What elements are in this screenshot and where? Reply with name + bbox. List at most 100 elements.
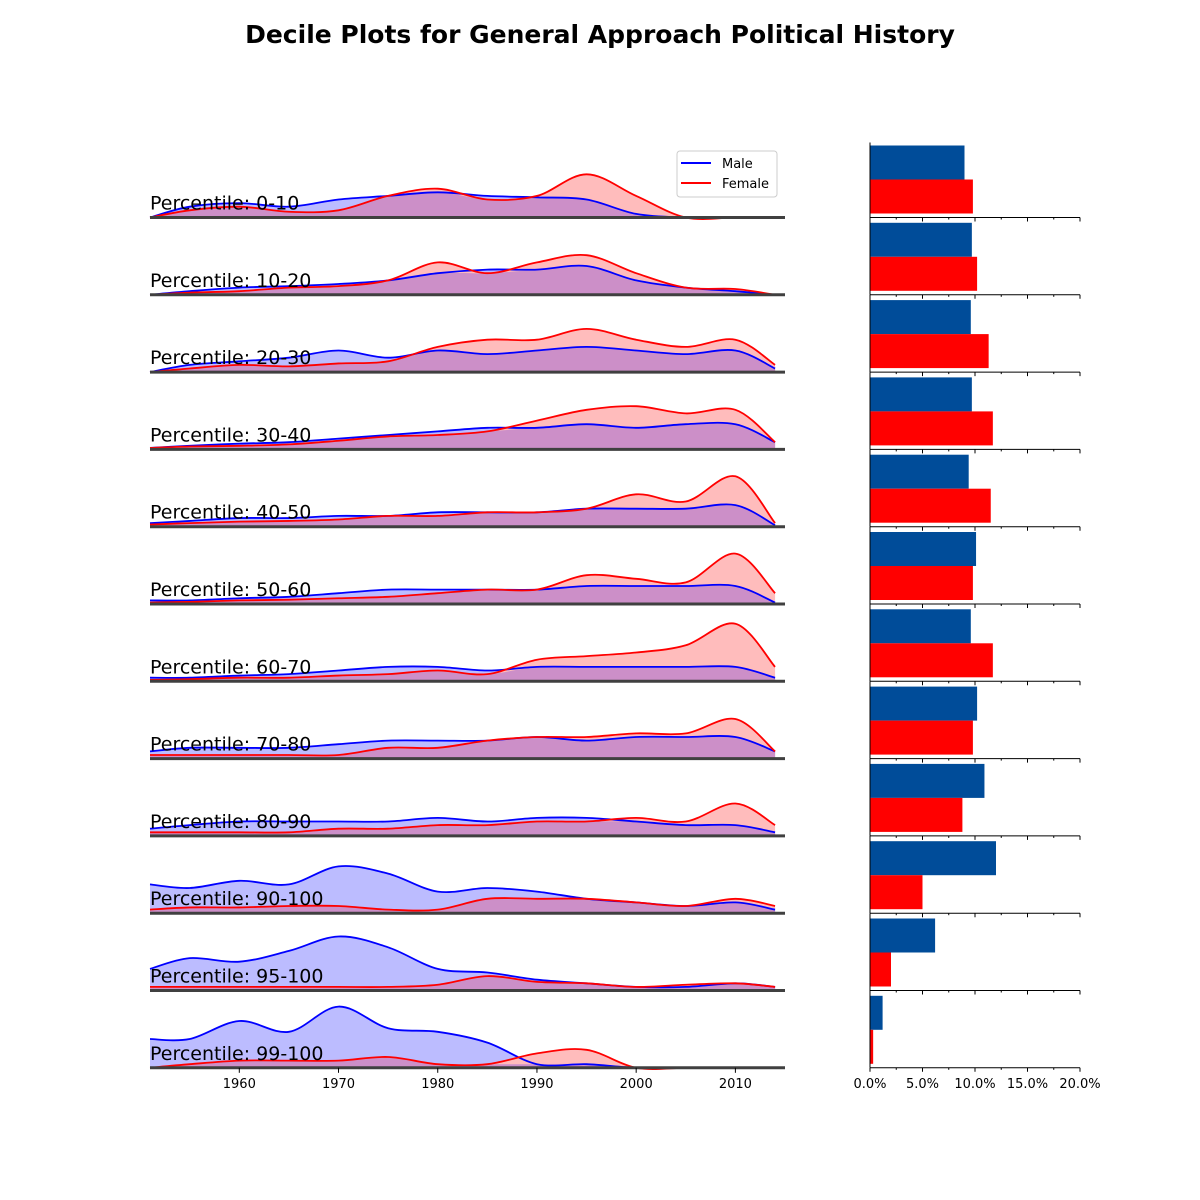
male-share-bar xyxy=(870,300,971,335)
row-label: Percentile: 0-10 xyxy=(150,193,299,215)
share-bar-pair xyxy=(869,297,1081,377)
share-tick-label: 0.0% xyxy=(853,1077,886,1092)
density-row: Percentile: 99-100 xyxy=(149,1005,785,1071)
density-row: Percentile: 20-30 xyxy=(149,327,785,374)
female-density-line xyxy=(149,475,776,526)
male-density-line xyxy=(149,583,776,604)
female-share-bar xyxy=(870,256,978,291)
legend: Male Female xyxy=(676,150,778,198)
male-area xyxy=(150,936,776,991)
female-share-bar xyxy=(870,643,993,678)
male-area xyxy=(150,1006,776,1069)
male-density-line xyxy=(149,935,776,989)
row-label: Percentile: 60-70 xyxy=(150,656,311,678)
density-row: Percentile: 10-20 xyxy=(149,253,785,297)
row-label: Percentile: 95-100 xyxy=(150,966,323,988)
male-share-bar xyxy=(870,763,985,798)
share-tick-label: 5.0% xyxy=(906,1077,939,1092)
share-bar-pair xyxy=(869,760,1081,840)
male-share-bar xyxy=(870,609,971,644)
share-bar-pair xyxy=(869,142,1081,222)
row-label: Percentile: 70-80 xyxy=(150,734,311,756)
share-bar-pair xyxy=(869,219,1081,299)
female-density-line xyxy=(149,897,776,912)
density-row: Percentile: 60-70 xyxy=(149,622,785,683)
row-label: Percentile: 99-100 xyxy=(150,1043,323,1065)
row-label: Percentile: 50-60 xyxy=(150,579,311,601)
legend-female-label: Female xyxy=(722,177,769,192)
female-density-line xyxy=(149,622,776,681)
female-share-bar xyxy=(870,488,991,523)
male-density-line xyxy=(149,816,776,834)
density-rows: Percentile: 0-10 Percentile: 10-20 Percent… xyxy=(149,173,785,1071)
year-tick-label: 1970 xyxy=(322,1077,355,1092)
overlap-area xyxy=(150,192,776,218)
female-share-bar xyxy=(870,875,923,910)
male-share-bar xyxy=(870,145,965,180)
female-share-bar xyxy=(870,952,891,987)
overlap-area xyxy=(150,1056,776,1069)
year-axis: 1960 1970 1980 1990 2000 2010 xyxy=(223,1067,752,1092)
female-share-bar xyxy=(870,179,973,214)
legend-male-label: Male xyxy=(722,157,753,172)
share-tick-label: 10.0% xyxy=(954,1077,995,1092)
female-density-line xyxy=(149,327,776,373)
overlap-area xyxy=(150,422,776,450)
year-tick-label: 1990 xyxy=(520,1077,553,1092)
female-share-bar xyxy=(870,1029,874,1064)
overlap-area xyxy=(150,735,776,759)
year-tick-label: 1960 xyxy=(223,1077,256,1092)
female-density-line xyxy=(150,802,776,834)
female-share-bar xyxy=(870,334,989,369)
male-share-bar xyxy=(870,222,972,257)
density-row: Percentile: 90-100 xyxy=(149,865,785,915)
density-row: Percentile: 80-90 xyxy=(149,802,785,838)
share-axis: 0.0% 5.0% 10.0% 15.0% 20.0% xyxy=(853,1077,1100,1092)
female-density-line xyxy=(150,717,776,757)
density-row: Percentile: 40-50 xyxy=(149,475,785,529)
overlap-area xyxy=(150,976,776,991)
share-bar-pair xyxy=(869,915,1081,995)
year-tick-label: 2000 xyxy=(620,1077,653,1092)
share-bar-pair xyxy=(869,374,1081,454)
male-density-line xyxy=(149,421,776,449)
female-density-line xyxy=(149,552,776,604)
male-density-line xyxy=(149,503,776,527)
female-share-bar xyxy=(870,411,993,446)
share-tick-label: 15.0% xyxy=(1007,1077,1048,1092)
year-tick-label: 2010 xyxy=(719,1077,752,1092)
female-density-line xyxy=(149,253,776,296)
row-label: Percentile: 30-40 xyxy=(150,424,311,446)
male-share-bar xyxy=(870,841,996,876)
density-row: Percentile: 0-10 xyxy=(149,173,785,220)
share-bar-pair xyxy=(869,606,1081,686)
male-share-bar xyxy=(870,918,936,953)
male-density-line xyxy=(149,345,776,373)
share-tick-label: 20.0% xyxy=(1059,1077,1100,1092)
row-label: Percentile: 20-30 xyxy=(150,347,311,369)
row-label: Percentile: 10-20 xyxy=(150,270,311,292)
overlap-area xyxy=(150,821,776,836)
share-bar-pair xyxy=(869,992,1081,1072)
female-share-bar xyxy=(870,566,973,600)
share-bar-pair xyxy=(869,451,1081,531)
density-row: Percentile: 30-40 xyxy=(149,405,785,451)
year-tick-label: 1980 xyxy=(421,1077,454,1092)
share-bar-pair xyxy=(869,838,1081,918)
male-share-bar xyxy=(870,377,972,412)
density-row: Percentile: 50-60 xyxy=(149,552,785,606)
female-density-line xyxy=(149,405,776,449)
density-row: Percentile: 95-100 xyxy=(149,935,785,992)
male-share-bar xyxy=(870,995,883,1030)
row-label: Percentile: 40-50 xyxy=(150,502,311,524)
male-share-bar xyxy=(870,532,977,566)
female-share-bar xyxy=(870,720,973,755)
female-share-bar xyxy=(870,797,963,832)
density-row: Percentile: 70-80 xyxy=(149,717,785,761)
male-density-line xyxy=(149,665,776,679)
row-label: Percentile: 90-100 xyxy=(150,888,323,910)
male-share-bar xyxy=(870,454,969,489)
female-density-line xyxy=(149,975,776,988)
share-bars xyxy=(869,142,1081,1072)
